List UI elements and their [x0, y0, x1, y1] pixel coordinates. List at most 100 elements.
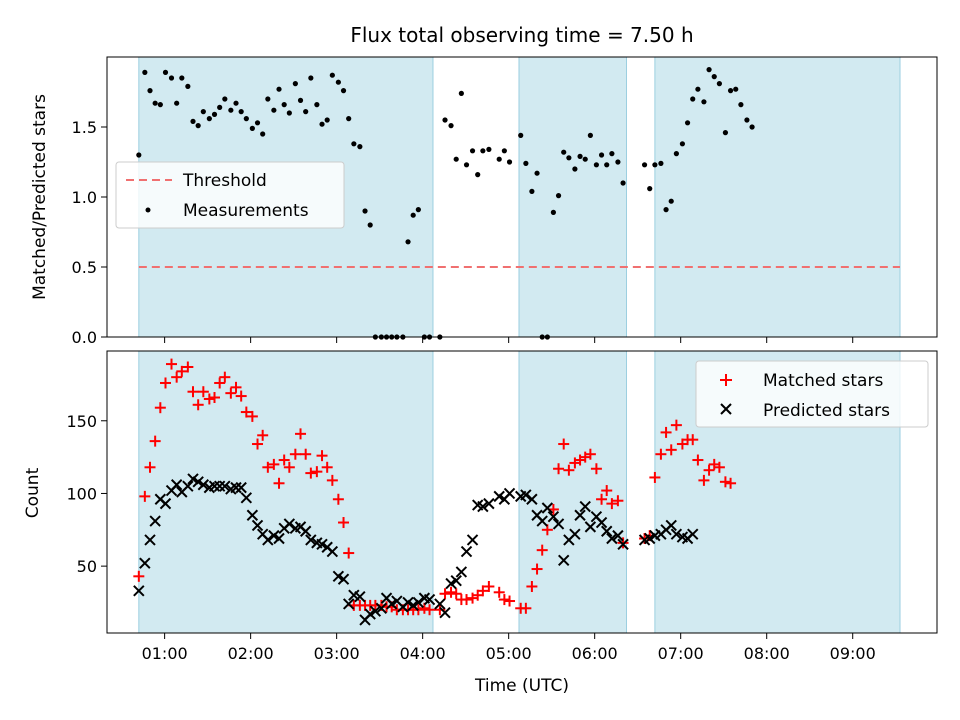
y-tick-label: 0.5 [72, 258, 97, 277]
matched-point [536, 544, 548, 556]
measurement-point [442, 117, 448, 123]
measurement-point [615, 159, 621, 165]
predicted-point [547, 511, 560, 523]
measurement-point [168, 75, 175, 81]
predicted-point [375, 602, 388, 614]
measurement-point [647, 186, 653, 192]
matched-point [252, 438, 264, 450]
predicted-point [455, 566, 468, 578]
measurement-point [561, 149, 567, 155]
predicted-point [208, 480, 221, 492]
matched-point [418, 602, 430, 614]
measurement-point [190, 118, 196, 124]
measurement-point [550, 209, 556, 215]
measurement-point [480, 148, 486, 154]
y-tick-label: 1.0 [72, 188, 97, 207]
matched-point [209, 392, 221, 404]
measurement-point [308, 75, 314, 81]
measurement-point [319, 121, 325, 127]
measurement-point [329, 72, 335, 78]
matched-point [703, 464, 715, 476]
matched-point [461, 594, 473, 606]
matched-point [326, 474, 338, 486]
matched-point [316, 450, 328, 462]
measurement-point [228, 107, 234, 113]
measurement-point [351, 141, 357, 147]
measurement-point [162, 69, 169, 75]
predicted-point [601, 525, 613, 537]
matched-point [133, 570, 145, 582]
matched-point [159, 377, 171, 389]
matched-point [531, 563, 543, 575]
bottom-axes-frame [106, 350, 938, 634]
matched-point [558, 438, 570, 450]
measurement-point [463, 162, 470, 168]
matched-point [713, 461, 725, 473]
matched-point [225, 387, 237, 399]
measurement-point [733, 86, 739, 92]
predicted-point [450, 574, 462, 587]
measurement-point [469, 148, 476, 154]
measurement-point [453, 156, 459, 162]
measurement-point [136, 152, 142, 158]
measurement-point [249, 125, 255, 131]
predicted-point [170, 479, 183, 491]
matched-point [725, 477, 737, 489]
measurement-point [506, 159, 513, 165]
measurement-point [582, 156, 588, 162]
predicted-point [670, 528, 683, 540]
matched-point [526, 580, 538, 592]
measurement-point [663, 207, 669, 213]
matched-point [332, 493, 344, 505]
predicted-point [569, 528, 581, 540]
measurement-point [566, 155, 572, 161]
predicted-point [342, 598, 355, 610]
x-tick-label: 04:00 [400, 644, 446, 663]
matched-point [660, 426, 672, 438]
measurement-point [357, 144, 363, 150]
matched-point [268, 458, 280, 470]
matched-point [563, 464, 575, 476]
matched-point [295, 428, 307, 440]
predicted-point [182, 480, 194, 492]
measurement-point [587, 132, 593, 138]
matched-point [246, 410, 258, 422]
measurement-point [684, 120, 691, 126]
measurement-point [738, 102, 744, 108]
measurement-point [668, 198, 674, 204]
predicted-point [558, 554, 570, 567]
predicted-point [354, 590, 366, 603]
matched-point [305, 467, 317, 479]
measurement-point [405, 239, 411, 245]
threshold-legend-label: Threshold [182, 171, 267, 191]
bottom-y-axis-label: Count [23, 467, 43, 518]
measurement-point [142, 69, 148, 75]
matched-point [665, 444, 677, 456]
matched-point [338, 517, 350, 529]
measurement-point [276, 86, 282, 92]
measurement-point [711, 74, 717, 80]
measurement-point [292, 81, 298, 87]
predicted-point [477, 500, 489, 513]
predicted-point [197, 479, 210, 491]
measurement-point [690, 96, 696, 102]
predicted-point [541, 502, 554, 514]
matched-point [617, 537, 629, 549]
measurement-point [486, 146, 492, 152]
predicted-point [283, 518, 296, 530]
measurement-point [529, 188, 535, 194]
x-tick-label: 03:00 [314, 644, 360, 663]
predicted-point [144, 534, 156, 546]
measurement-point [577, 153, 583, 159]
predicted-point [520, 489, 532, 501]
x-tick-label: 02:00 [228, 644, 274, 663]
measurement-point [367, 222, 373, 228]
x-tick-label: 01:00 [142, 644, 188, 663]
predicted-point [460, 545, 473, 558]
measurement-point [716, 81, 722, 87]
predicted-point [439, 606, 451, 619]
matched-point [144, 461, 156, 473]
bottom-y-ticks: 50 100 150 [66, 412, 107, 576]
